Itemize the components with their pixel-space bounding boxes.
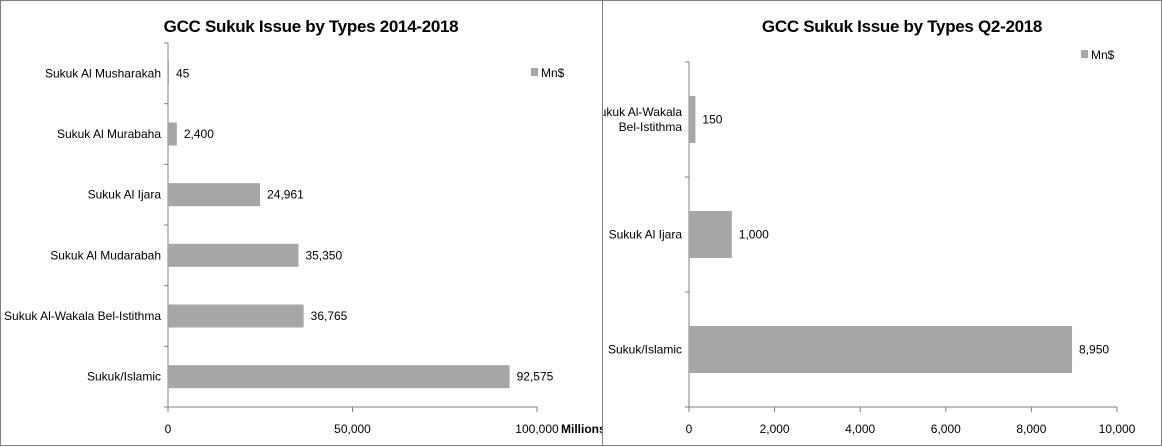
- x-tick-label: 0: [686, 422, 693, 436]
- data-label: 8,950: [1079, 343, 1109, 357]
- bar: [689, 326, 1073, 373]
- chart-panel-sukuk-q2-2018: GCC Sukuk Issue by Types Q2-2018 Mn$ 0 2,00…: [602, 0, 1162, 446]
- data-label: 2,400: [184, 127, 214, 141]
- category-label: Bel-Istithma: [619, 120, 683, 134]
- category-label: Sukuk Al-Wakala Bel-Istithma: [4, 309, 161, 323]
- category-label: Sukuk Al Ijara: [609, 228, 683, 242]
- bar: [168, 365, 510, 389]
- x-tick-label: 50,000: [334, 422, 371, 436]
- chart-title: GCC Sukuk Issue by Types Q2-2018: [762, 17, 1042, 36]
- bar: [689, 211, 732, 258]
- x-tick-label: 4,000: [845, 422, 875, 436]
- category-label: Sukuk Al Murabaha: [57, 127, 161, 141]
- chart-panel-sukuk-2014-2018: GCC Sukuk Issue by Types 2014-2018 Mn$ 0 50…: [0, 0, 604, 446]
- x-tick-label: 6,000: [931, 422, 961, 436]
- x-tick-label: 0: [165, 422, 172, 436]
- x-tick-label: 10,000: [1099, 422, 1136, 436]
- bar: [168, 61, 169, 85]
- category-label: Sukuk Al Ijara: [88, 188, 162, 202]
- legend-label: Mn$: [541, 66, 565, 80]
- legend-swatch: [531, 68, 538, 76]
- data-label: 24,961: [267, 188, 304, 202]
- category-label: Sukuk Al Musharakah: [45, 66, 161, 80]
- data-label: 150: [702, 113, 722, 127]
- chart-title: GCC Sukuk Issue by Types 2014-2018: [164, 17, 459, 36]
- data-label: 45: [176, 66, 190, 80]
- legend-label: Mn$: [1091, 48, 1115, 62]
- x-tick-label: 2,000: [760, 422, 790, 436]
- category-label: Sukuk Al Mudarabah: [50, 248, 161, 262]
- bar: [689, 96, 696, 143]
- x-tick-label: 100,000: [515, 422, 559, 436]
- chart-svg-2014-2018: GCC Sukuk Issue by Types 2014-2018 Mn$ 0 50…: [4, 17, 604, 436]
- category-label: Sukuk Al-Wakala: [603, 105, 682, 119]
- x-tick-label: 8,000: [1016, 422, 1046, 436]
- legend-swatch: [1081, 50, 1088, 58]
- bar: [168, 304, 304, 328]
- x-axis-label: Millions: [561, 422, 604, 436]
- data-label: 1,000: [739, 228, 769, 242]
- data-label: 35,350: [305, 248, 342, 262]
- category-label: Sukuk/Islamic: [87, 370, 161, 384]
- bar: [168, 122, 177, 146]
- bar: [168, 243, 299, 267]
- category-label: Sukuk/Islamic: [608, 343, 682, 357]
- data-label: 92,575: [517, 370, 554, 384]
- data-label: 36,765: [311, 309, 348, 323]
- bar: [168, 183, 261, 207]
- chart-svg-q2-2018: GCC Sukuk Issue by Types Q2-2018 Mn$ 0 2,00…: [603, 17, 1136, 436]
